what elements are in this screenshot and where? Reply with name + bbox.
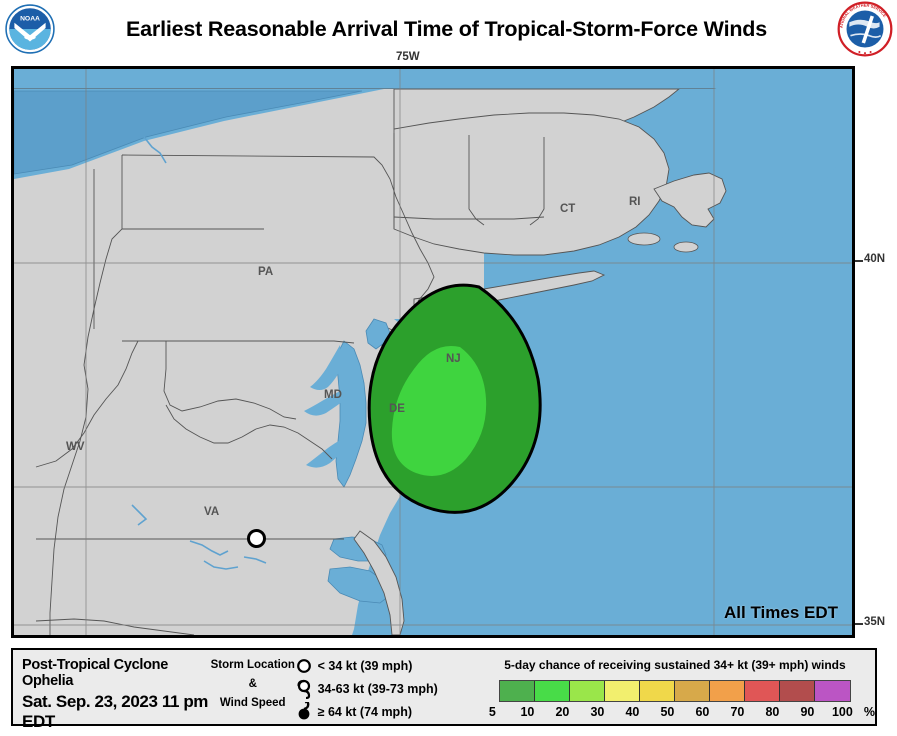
graticule-lines bbox=[14, 69, 852, 635]
symbol-key-line3: Wind Speed bbox=[219, 697, 286, 709]
prob-tick-10: 10 bbox=[520, 705, 535, 719]
legend-label-depression: < 34 kt (39 mph) bbox=[317, 659, 413, 673]
land-new-england bbox=[393, 112, 670, 256]
state-borders bbox=[35, 133, 545, 635]
storm-location-marker[interactable] bbox=[247, 529, 266, 548]
prob-swatch-20 bbox=[569, 681, 605, 701]
prob-tick-80: 80 bbox=[765, 705, 780, 719]
legend-row-tropical-storm: 34-63 kt (39-73 mph) bbox=[296, 679, 475, 699]
storm-info-block: Post-Tropical Cyclone Ophelia Sat. Sep. … bbox=[13, 650, 210, 736]
probability-color-bar bbox=[498, 680, 851, 702]
prob-swatch-80 bbox=[779, 681, 815, 701]
map-geometry bbox=[14, 69, 852, 635]
forecast-map[interactable]: PA CT RI NJ DE MD WV VA NC All Times EDT bbox=[11, 66, 855, 638]
prob-swatch-90 bbox=[814, 681, 850, 701]
probability-legend: 5-day chance of receiving sustained 34+ … bbox=[475, 650, 875, 724]
nws-logo: NATIONAL WEATHER SERVICE bbox=[837, 1, 893, 57]
symbol-key-line2: & bbox=[248, 678, 257, 690]
prob-swatch-60 bbox=[709, 681, 745, 701]
legend-panel: Post-Tropical Cyclone Ophelia Sat. Sep. … bbox=[11, 648, 877, 736]
page-title: Earliest Reasonable Arrival Time of Trop… bbox=[126, 16, 767, 41]
prob-swatch-30 bbox=[604, 681, 640, 701]
prob-swatch-5 bbox=[499, 681, 535, 701]
symbol-legend-list: < 34 kt (39 mph) 34-63 kt (39-73 mph) ≥ … bbox=[296, 650, 475, 724]
symbol-key-caption: Storm Location & Wind Speed bbox=[210, 650, 296, 724]
probability-legend-title: 5-day chance of receiving sustained 34+ … bbox=[504, 658, 846, 672]
tropical-storm-icon bbox=[297, 679, 310, 699]
prob-tick-90: 90 bbox=[800, 705, 815, 719]
land-outer-banks bbox=[353, 530, 405, 635]
legend-row-hurricane: ≥ 64 kt (74 mph) bbox=[296, 702, 475, 722]
lake-erie-water bbox=[14, 90, 363, 175]
graticule-tick-35n bbox=[855, 623, 863, 625]
open-circle-icon bbox=[296, 659, 311, 673]
water-bay-arm-3 bbox=[306, 437, 350, 468]
header-bar: NOAA Earliest Reasonable Arrival Time of… bbox=[0, 0, 897, 58]
storm-datetime-label: Sat. Sep. 23, 2023 11 pm EDT bbox=[22, 692, 209, 731]
land-cape-cod bbox=[653, 172, 727, 228]
prob-tick-50: 50 bbox=[660, 705, 675, 719]
land-nantucket bbox=[673, 241, 699, 253]
prob-swatch-50 bbox=[674, 681, 710, 701]
graticule-tick-40n bbox=[855, 260, 863, 262]
symbol-key-line1: Storm Location bbox=[210, 659, 295, 671]
prob-tick-5: 5 bbox=[488, 705, 496, 719]
prob-tick-60: 60 bbox=[695, 705, 710, 719]
probability-tick-labels: 5 10 20 30 40 50 60 70 80 90 100 % bbox=[475, 705, 875, 719]
noaa-logo: NOAA bbox=[5, 4, 55, 54]
land-marthas-vineyard bbox=[627, 232, 661, 246]
prob-tick-20: 20 bbox=[555, 705, 570, 719]
storm-name-label: Post-Tropical Cyclone Ophelia bbox=[22, 657, 168, 689]
graticule-label-75w: 75W bbox=[396, 51, 420, 63]
water-pamlico-sound bbox=[327, 566, 391, 604]
water-bay-arm-2 bbox=[304, 389, 346, 416]
prob-tick-100: 100 bbox=[831, 705, 853, 719]
map-canvas: PA CT RI NJ DE MD WV VA NC All Times EDT bbox=[14, 69, 852, 635]
prob-tick-30: 30 bbox=[590, 705, 605, 719]
legend-label-tropical-storm: 34-63 kt (39-73 mph) bbox=[317, 682, 438, 696]
legend-row-depression: < 34 kt (39 mph) bbox=[296, 656, 475, 676]
graticule-label-35n: 35N bbox=[864, 616, 886, 628]
hurricane-icon bbox=[298, 702, 310, 720]
wind-probability-inner-10pct bbox=[391, 345, 487, 476]
prob-swatch-10 bbox=[534, 681, 570, 701]
prob-swatch-40 bbox=[639, 681, 675, 701]
prob-swatch-70 bbox=[744, 681, 780, 701]
rivers bbox=[131, 136, 267, 570]
water-bay-arm-1 bbox=[310, 345, 342, 390]
prob-percent-symbol: % bbox=[863, 705, 876, 719]
all-times-note: All Times EDT bbox=[724, 603, 838, 622]
prob-tick-40: 40 bbox=[625, 705, 640, 719]
graticule-label-40n: 40N bbox=[864, 253, 886, 265]
legend-label-hurricane: ≥ 64 kt (74 mph) bbox=[317, 705, 412, 719]
svg-text:NOAA: NOAA bbox=[20, 16, 40, 23]
prob-tick-70: 70 bbox=[730, 705, 745, 719]
